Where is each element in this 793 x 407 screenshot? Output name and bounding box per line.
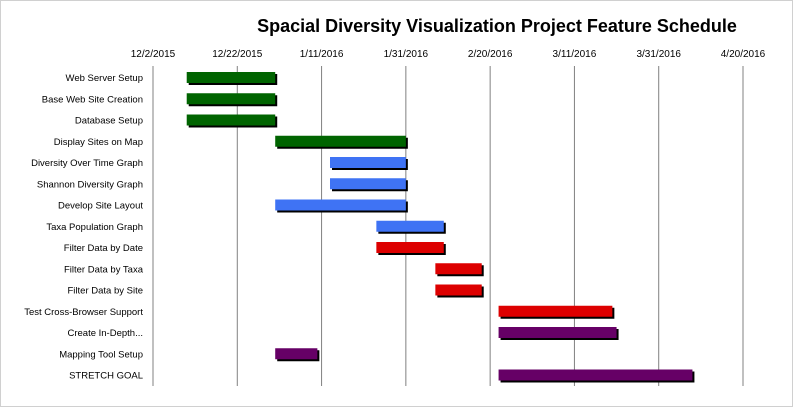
task-label: Base Web Site Creation: [42, 94, 143, 105]
task-bar: [376, 220, 444, 232]
task-bar: [435, 284, 482, 296]
x-tick-label: 12/2/2015: [131, 49, 176, 60]
x-axis-ticks: 12/2/2015 12/22/2015 1/11/2016 1/31/2016 2/2…: [131, 49, 766, 60]
x-tick-label: 3/31/2016: [636, 49, 681, 60]
task-label: Web Server Setup: [66, 73, 143, 84]
task-label: Create In-Depth...: [67, 328, 143, 339]
task-bar: [330, 157, 406, 168]
task-bar: [275, 199, 406, 211]
task-bar: [186, 114, 276, 126]
task-label: STRETCH GOAL: [69, 371, 143, 382]
task-bar: [498, 327, 617, 338]
task-label: Shannon Diversity Graph: [37, 179, 143, 190]
task-bar: [275, 135, 406, 147]
x-tick-label: 1/11/2016: [300, 49, 344, 60]
task-bar: [376, 242, 444, 253]
task-label: Develop Site Layout: [58, 201, 143, 212]
task-label: Filter Data by Date: [64, 243, 143, 254]
task-label: Display Sites on Map: [54, 137, 143, 148]
task-label: Filter Data by Site: [68, 286, 144, 297]
x-tick-label: 2/20/2016: [468, 49, 513, 60]
task-label: Test Cross-Browser Support: [24, 307, 143, 318]
task-bar: [275, 348, 318, 360]
x-tick-label: 12/22/2015: [212, 49, 262, 60]
task-bars: [186, 72, 695, 383]
task-label: Diversity Over Time Graph: [31, 158, 143, 169]
task-label: Mapping Tool Setup: [59, 349, 143, 360]
task-bar: [330, 178, 406, 190]
chart-title: Spacial Diversity Visualization Project …: [257, 16, 737, 36]
task-bar: [186, 72, 276, 83]
task-label: Taxa Population Graph: [46, 222, 143, 233]
x-tick-label: 4/20/2016: [721, 49, 766, 60]
category-labels: Web Server Setup Base Web Site Creation Da…: [24, 73, 144, 382]
grid-layer: [152, 66, 744, 386]
x-tick-label: 3/11/2016: [553, 49, 597, 60]
task-bar: [186, 93, 276, 105]
task-bar: [498, 369, 693, 381]
task-bar: [435, 263, 482, 275]
task-label: Filter Data by Taxa: [64, 264, 144, 275]
x-tick-label: 1/31/2016: [384, 49, 429, 60]
task-bar: [498, 305, 613, 317]
task-label: Database Setup: [75, 116, 143, 127]
